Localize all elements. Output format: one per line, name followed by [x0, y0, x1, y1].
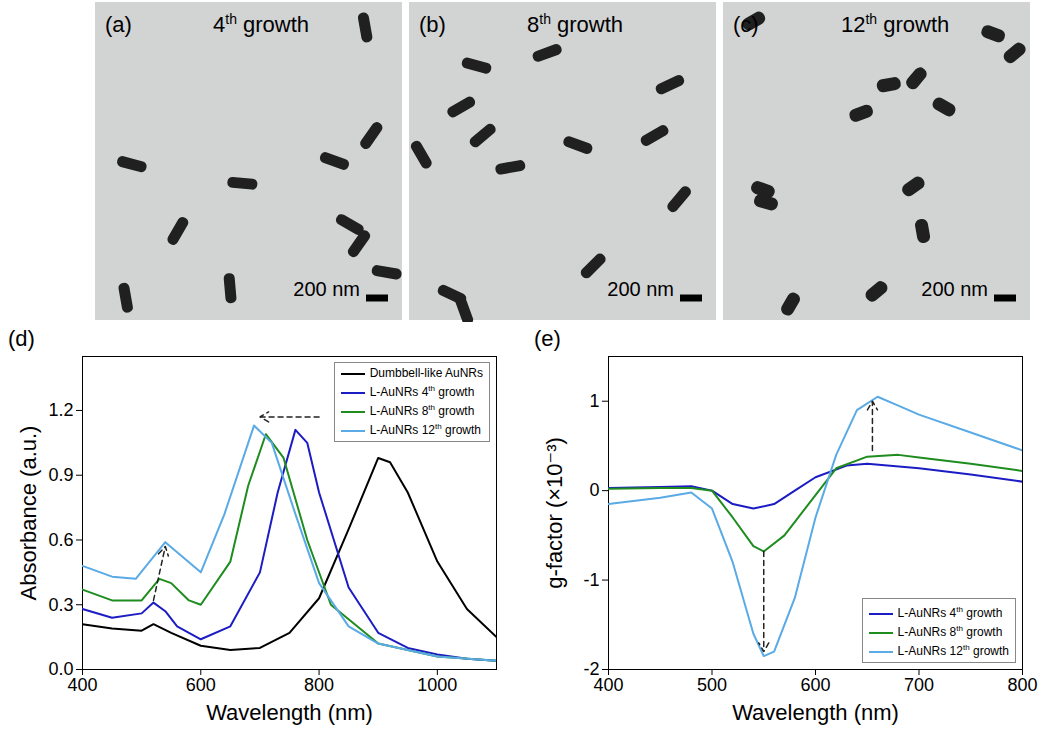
svg-text:-1: -1 [583, 570, 599, 590]
svg-text:200 nm: 200 nm [921, 278, 988, 300]
svg-text:0.9: 0.9 [48, 465, 73, 485]
html-text:L-AuNRs 8thgrowth: L-AuNRs 8thgrowth [897, 624, 1003, 639]
svg-text:200 nm: 200 nm [293, 278, 360, 300]
svg-text:400: 400 [67, 675, 97, 695]
svg-text:1000: 1000 [417, 675, 457, 695]
svg-text:12th growth: 12th growth [841, 11, 949, 37]
svg-text:700: 700 [904, 675, 934, 695]
svg-text:Absorbance (a.u.): Absorbance (a.u.) [16, 426, 41, 601]
svg-text:500: 500 [697, 675, 727, 695]
svg-text:(c): (c) [733, 12, 759, 37]
html-text:(d): (d) [8, 326, 35, 351]
html-text:L-AuNRs 8thgrowth: L-AuNRs 8thgrowth [369, 403, 475, 418]
svg-text:Wavelength (nm): Wavelength (nm) [206, 700, 373, 725]
svg-text:800: 800 [304, 675, 334, 695]
svg-text:1.2: 1.2 [48, 400, 73, 420]
html-text:(e): (e) [534, 326, 561, 351]
svg-text:200 nm: 200 nm [607, 278, 674, 300]
svg-text:-2: -2 [583, 659, 600, 680]
svg-text:1: 1 [589, 391, 599, 411]
svg-text:600: 600 [186, 675, 216, 695]
html-text:L-AuNRs 12thgrowth: L-AuNRs 12thgrowth [897, 643, 1009, 658]
svg-text:0: 0 [589, 480, 599, 500]
svg-text:0.3: 0.3 [48, 595, 73, 615]
svg-text:4th growth: 4th growth [213, 11, 309, 37]
svg-text:Wavelength (nm): Wavelength (nm) [732, 700, 899, 725]
html-text:L-AuNRs 4thgrowth: L-AuNRs 4thgrowth [369, 384, 475, 399]
html-text:Dumbbell-like AuNRs: Dumbbell-like AuNRs [369, 366, 483, 380]
svg-text:0.0: 0.0 [48, 659, 74, 680]
svg-text:800: 800 [1007, 675, 1037, 695]
html-text:L-AuNRs 4thgrowth: L-AuNRs 4thgrowth [897, 605, 1003, 620]
svg-text:(b): (b) [419, 12, 446, 37]
svg-text:g-factor (×10⁻³): g-factor (×10⁻³) [542, 437, 567, 589]
html-text:L-AuNRs 12thgrowth: L-AuNRs 12thgrowth [369, 422, 481, 437]
svg-text:(a): (a) [105, 12, 132, 37]
svg-text:8th growth: 8th growth [527, 11, 623, 37]
svg-text:600: 600 [800, 675, 830, 695]
svg-text:400: 400 [593, 675, 623, 695]
svg-text:0.6: 0.6 [48, 530, 73, 550]
